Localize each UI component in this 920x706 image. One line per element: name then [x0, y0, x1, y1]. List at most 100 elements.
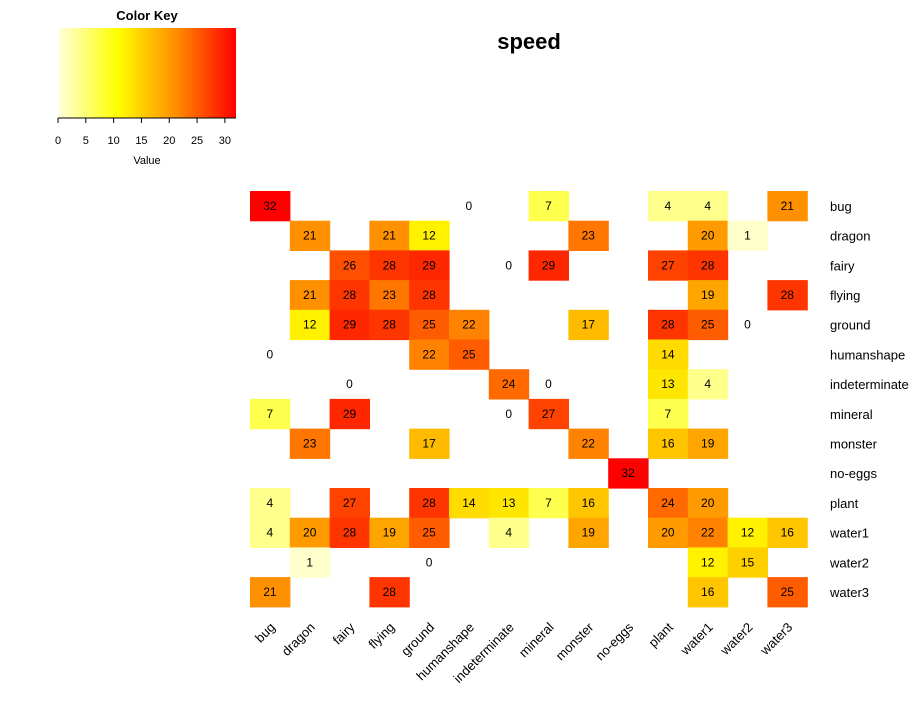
heatmap-cell [687, 191, 729, 222]
heatmap-cell-label: 21 [303, 229, 317, 243]
heatmap-cell [687, 547, 729, 578]
heatmap-cell-label: 12 [741, 526, 755, 540]
heatmap-cell-label: 12 [422, 229, 436, 243]
row-label: humanshape [830, 347, 905, 362]
heatmap-cell-label: 4 [267, 496, 274, 510]
heatmap-cell [329, 398, 370, 430]
heatmap-cell-label: 20 [661, 526, 675, 540]
heatmap-cell-label: 25 [422, 526, 436, 540]
heatmap-cell [648, 250, 689, 281]
heatmap-cell-label: 23 [582, 229, 596, 243]
heatmap-cell-label: 14 [661, 347, 675, 361]
heatmap-cell-label: 19 [582, 526, 596, 540]
column-label: water2 [717, 620, 756, 659]
heatmap-cell-label: 7 [545, 496, 552, 510]
heatmap-cell [648, 398, 689, 430]
heatmap-cell [687, 220, 729, 251]
row-label: monster [830, 437, 878, 452]
heatmap-cell-label: 12 [303, 318, 317, 332]
heatmap-cell-label: 0 [346, 377, 353, 391]
heatmap-cell-label: 27 [343, 496, 357, 510]
heatmap-cell-label: 7 [665, 407, 672, 421]
heatmap-cell-label: 0 [267, 347, 274, 361]
heatmap-cell [369, 220, 410, 251]
heatmap-cell-label: 29 [422, 258, 436, 272]
heatmap-cell [568, 428, 609, 459]
heatmap-cell [369, 309, 410, 341]
heatmap-cell [289, 428, 331, 459]
heatmap-cell-label: 23 [303, 437, 317, 451]
heatmap-cell [727, 220, 768, 251]
heatmap-cell-label: 0 [505, 258, 512, 272]
heatmap-cell [687, 577, 729, 608]
heatmap-cell [687, 280, 729, 311]
heatmap-cell-label: 1 [306, 555, 313, 569]
heatmap-cell [449, 309, 490, 341]
heatmap-cell [727, 517, 768, 548]
heatmap-cell [289, 220, 331, 251]
column-label: water3 [757, 620, 796, 659]
column-labels: bug dragon fairy flying groundhumanshapeinde… [252, 619, 795, 686]
heatmap-cell-label: 7 [267, 407, 274, 421]
heatmap-cell [409, 220, 450, 251]
heatmap-cell-label: 25 [701, 318, 715, 332]
heatmap-cell-label: 14 [462, 496, 476, 510]
heatmap-cell-label: 25 [462, 347, 476, 361]
column-label: flying [365, 620, 397, 652]
heatmap-cell [449, 339, 490, 370]
heatmap-cell [329, 309, 370, 341]
row-label: bug [830, 199, 852, 214]
heatmap-cell-label: 17 [422, 437, 436, 451]
row-labels: bug dragon fairy flying ground humanshape inde… [829, 199, 909, 600]
chart-title: speed [497, 29, 561, 54]
heatmap-cell [568, 517, 609, 548]
heatmap-cell-label: 26 [343, 258, 357, 272]
color-key-bar [58, 28, 236, 118]
heatmap-cell [528, 398, 569, 430]
heatmap-cell-label: 20 [701, 229, 715, 243]
color-key-tick-label: 20 [163, 135, 175, 147]
column-label: monster [553, 619, 597, 663]
heatmap-cell [488, 369, 530, 400]
heatmap-cell [648, 339, 689, 370]
heatmap-cell-label: 27 [661, 258, 675, 272]
heatmap-cell [648, 428, 689, 459]
heatmap-cell [289, 280, 331, 311]
heatmap-cell-label: 21 [383, 229, 397, 243]
heatmap-cell [409, 309, 450, 341]
row-label: no-eggs [830, 466, 877, 481]
heatmap-cell [687, 309, 729, 341]
heatmap-cell-label: 7 [545, 199, 552, 213]
heatmap-cell-label: 28 [701, 258, 715, 272]
heatmap-cell [687, 250, 729, 281]
heatmap-cell-label: 4 [267, 526, 274, 540]
heatmap-cell-label: 22 [422, 347, 436, 361]
heatmap-cell-label: 28 [383, 318, 397, 332]
column-label: plant [645, 619, 676, 650]
heatmap-cell [568, 488, 609, 519]
heatmap-cell-label: 4 [704, 377, 711, 391]
heatmap-cell [329, 250, 370, 281]
heatmap-cell-label: 32 [263, 199, 277, 213]
heatmap-cell-label: 20 [303, 526, 317, 540]
row-label: fairy [830, 258, 855, 273]
color-key-title: Color Key [116, 8, 178, 23]
color-key-tick-label: 0 [55, 135, 61, 147]
heatmap-cell [369, 517, 410, 548]
heatmap-cell [648, 369, 689, 400]
row-label: indeterminate [830, 377, 909, 392]
heatmap-cell-label: 28 [781, 288, 795, 302]
heatmap-cell-label: 16 [582, 496, 596, 510]
heatmap-cell [687, 428, 729, 459]
heatmap-cell [329, 517, 370, 548]
heatmap-cell [528, 250, 569, 281]
row-label: water3 [829, 585, 869, 600]
heatmap-cell [727, 547, 768, 578]
color-key-tick-label: 25 [191, 135, 203, 147]
heatmap-cell [250, 577, 291, 608]
heatmap-cell-label: 4 [505, 526, 512, 540]
heatmap-cell [329, 488, 370, 519]
heatmap-cell-label: 25 [422, 318, 436, 332]
heatmap-cell-label: 22 [462, 318, 476, 332]
